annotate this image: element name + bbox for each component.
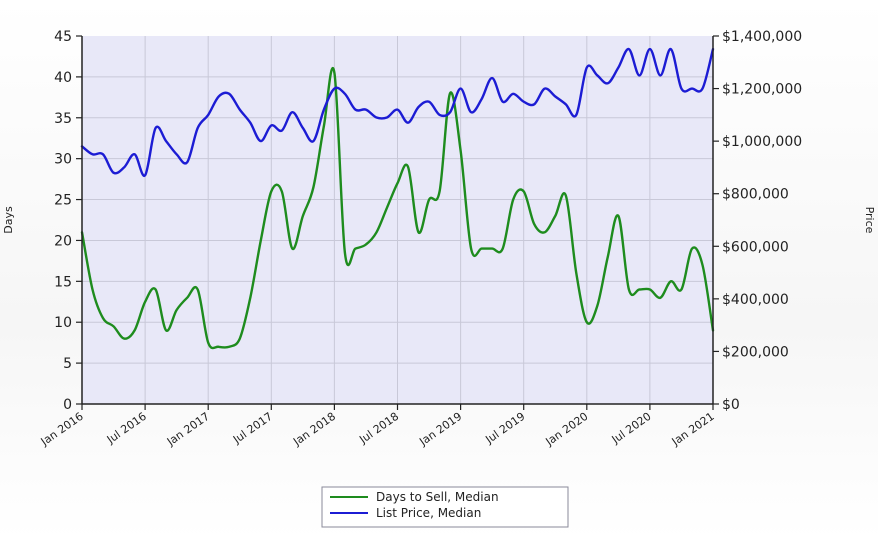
y-axis-right-title: Price	[863, 207, 876, 234]
y-left-tick-label: 5	[63, 356, 72, 372]
y-right-tick-label: $600,000	[722, 239, 789, 255]
x-tick-label: Jan 2016	[38, 410, 86, 449]
y-left-tick-label: 40	[54, 70, 72, 86]
x-tick-label: Jan 2019	[416, 410, 464, 449]
y-right-tick-label: $1,400,000	[722, 29, 802, 45]
y-right-tick-label: $1,200,000	[722, 82, 802, 98]
y-left-tick-label: 45	[54, 29, 72, 45]
legend: Days to Sell, Median List Price, Median	[321, 486, 569, 528]
x-tick-label: Jul 2018	[356, 410, 401, 447]
y-right-tick-label: $1,000,000	[722, 134, 802, 150]
x-tick-label: Jan 2018	[290, 410, 338, 449]
x-tick-label: Jul 2017	[230, 410, 275, 447]
x-tick-label: Jan 2017	[164, 410, 212, 449]
y-left-tick-label: 25	[54, 193, 72, 209]
y-left-tick-label: 15	[54, 274, 72, 290]
x-tick-label: Jul 2019	[482, 410, 527, 447]
x-tick-label: Jul 2020	[609, 410, 654, 447]
series-line-list-price	[80, 47, 715, 177]
legend-label-price: List Price, Median	[376, 506, 481, 520]
legend-box	[321, 486, 569, 528]
legend-label-days: Days to Sell, Median	[376, 490, 499, 504]
y-left-tick-label: 30	[54, 152, 72, 168]
y-left-tick-label: 10	[54, 315, 72, 331]
y-right-tick-label: $200,000	[722, 344, 789, 360]
x-tick-label: Jul 2016	[104, 410, 149, 447]
y-axis-left-title: Days	[2, 206, 15, 234]
y-right-tick-label: $0	[722, 397, 740, 413]
y-right-tick-label: $400,000	[722, 292, 789, 308]
gridlines	[82, 36, 713, 404]
series-lines	[80, 47, 715, 350]
y-left-tick-label: 0	[63, 397, 72, 413]
series-line-days-to-sell	[80, 67, 715, 350]
y-right-tick-label: $800,000	[722, 187, 789, 203]
x-tick-label: Jan 2021	[669, 410, 717, 449]
x-tick-label: Jan 2020	[543, 410, 591, 449]
y-left-tick-label: 20	[54, 233, 72, 249]
y-left-tick-label: 35	[54, 111, 72, 127]
